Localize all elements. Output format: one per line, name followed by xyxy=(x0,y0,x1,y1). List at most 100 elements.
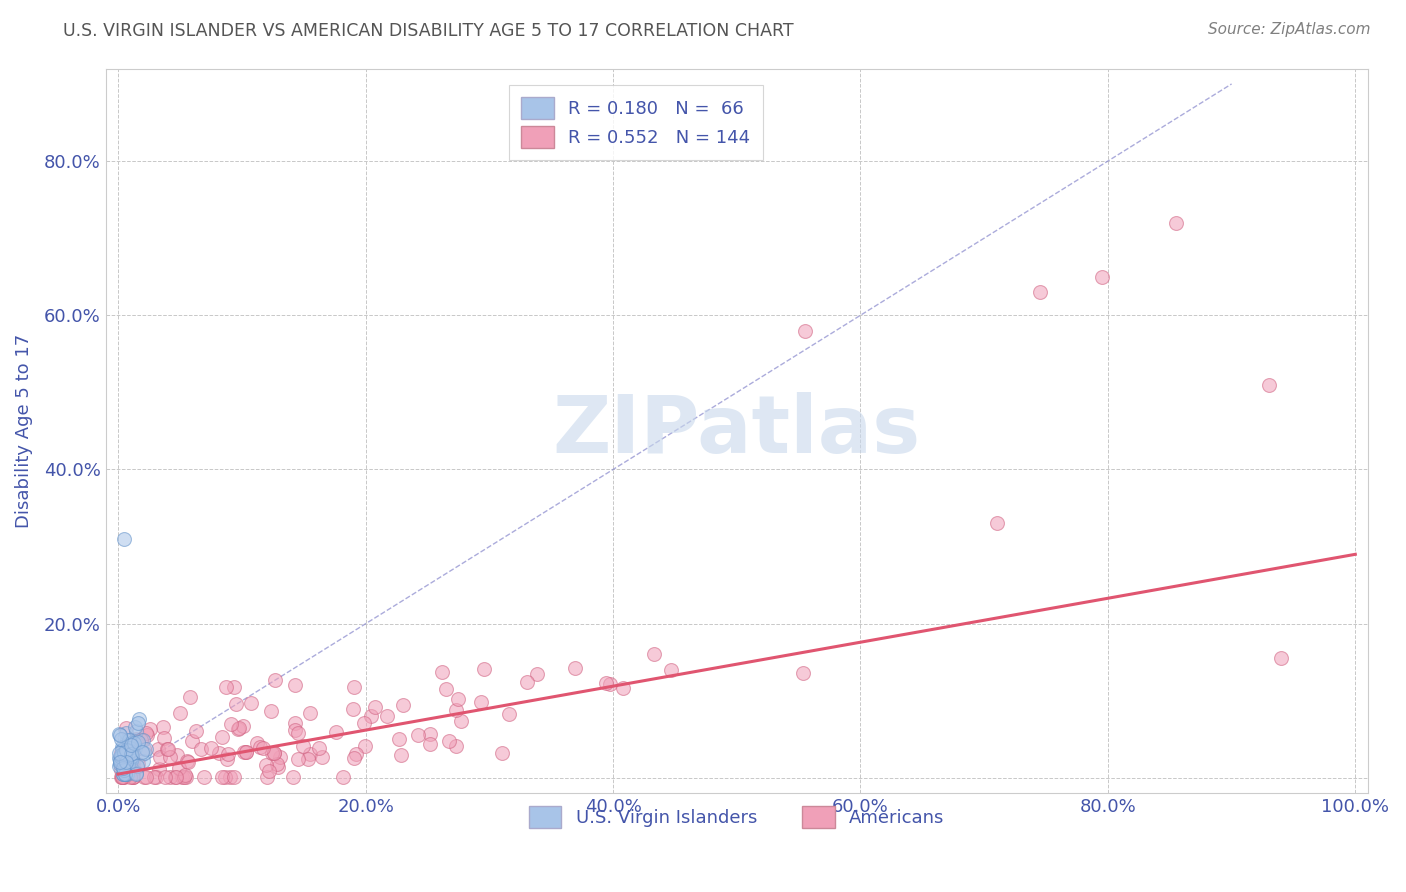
Point xyxy=(114,750,136,764)
Point xyxy=(292,739,315,753)
Point xyxy=(120,770,142,784)
Point xyxy=(200,740,222,755)
Point xyxy=(111,770,134,784)
Point xyxy=(325,725,347,739)
Point xyxy=(121,751,143,765)
Point xyxy=(110,746,132,760)
Point xyxy=(111,742,134,756)
Y-axis label: Disability Age 5 to 17: Disability Age 5 to 17 xyxy=(15,334,32,528)
Point xyxy=(232,745,254,759)
Point xyxy=(437,734,460,748)
Point xyxy=(120,754,142,768)
Point xyxy=(115,742,138,756)
Point xyxy=(1091,269,1114,284)
Point xyxy=(145,770,167,784)
Point xyxy=(110,731,132,746)
Point xyxy=(118,754,141,768)
Point xyxy=(193,770,215,784)
Text: Source: ZipAtlas.com: Source: ZipAtlas.com xyxy=(1208,22,1371,37)
Point xyxy=(114,725,136,739)
Point xyxy=(1164,216,1187,230)
Point xyxy=(121,749,143,764)
Point xyxy=(120,745,142,759)
Point xyxy=(169,761,191,775)
Point xyxy=(121,754,143,768)
Point xyxy=(308,741,330,756)
Point xyxy=(392,698,415,713)
Point xyxy=(111,740,134,755)
Point xyxy=(115,733,138,747)
Point xyxy=(228,722,250,736)
Point xyxy=(156,741,179,756)
Point xyxy=(173,770,195,784)
Point xyxy=(111,755,134,769)
Point xyxy=(125,767,148,781)
Point xyxy=(299,747,322,761)
Point xyxy=(173,767,195,781)
Point xyxy=(159,750,181,764)
Point xyxy=(214,770,236,784)
Point xyxy=(215,681,238,695)
Point xyxy=(108,751,131,765)
Point xyxy=(222,680,245,694)
Point xyxy=(643,647,665,661)
Point xyxy=(108,727,131,741)
Point xyxy=(360,708,382,723)
Point xyxy=(153,770,176,784)
Point xyxy=(108,728,131,742)
Point xyxy=(235,745,257,759)
Point xyxy=(256,770,278,784)
Point xyxy=(219,717,242,731)
Point xyxy=(131,732,153,747)
Point xyxy=(792,666,814,681)
Point xyxy=(254,758,277,772)
Point xyxy=(115,721,138,735)
Point xyxy=(120,741,142,756)
Point xyxy=(284,716,307,731)
Point xyxy=(239,696,262,710)
Point xyxy=(118,744,141,758)
Point xyxy=(1257,377,1279,392)
Point xyxy=(111,767,134,781)
Point xyxy=(135,770,157,784)
Point xyxy=(127,715,149,730)
Point xyxy=(217,747,239,762)
Point xyxy=(110,747,132,762)
Point xyxy=(181,734,204,748)
Point xyxy=(526,667,548,681)
Point xyxy=(343,751,366,765)
Point xyxy=(281,770,304,784)
Point xyxy=(110,749,132,764)
Point xyxy=(112,764,135,778)
Point xyxy=(269,750,291,764)
Point xyxy=(149,750,172,764)
Point xyxy=(111,746,134,760)
Point xyxy=(470,695,492,709)
Point xyxy=(177,756,200,770)
Point xyxy=(343,680,366,694)
Point xyxy=(211,730,233,744)
Point xyxy=(120,764,142,779)
Point xyxy=(129,733,152,747)
Point xyxy=(169,706,191,720)
Point xyxy=(120,751,142,765)
Point xyxy=(152,720,174,734)
Point xyxy=(406,728,429,742)
Point xyxy=(112,751,135,765)
Point xyxy=(111,743,134,757)
Point xyxy=(174,770,197,784)
Point xyxy=(211,770,233,784)
Point xyxy=(143,770,166,784)
Point xyxy=(159,770,181,784)
Point xyxy=(170,770,193,784)
Point xyxy=(122,735,145,749)
Point xyxy=(228,721,250,735)
Point xyxy=(257,764,280,778)
Point xyxy=(224,770,246,784)
Point xyxy=(127,756,149,771)
Point xyxy=(986,516,1008,531)
Point xyxy=(128,712,150,726)
Point xyxy=(122,770,145,784)
Point xyxy=(112,767,135,781)
Point xyxy=(342,702,364,716)
